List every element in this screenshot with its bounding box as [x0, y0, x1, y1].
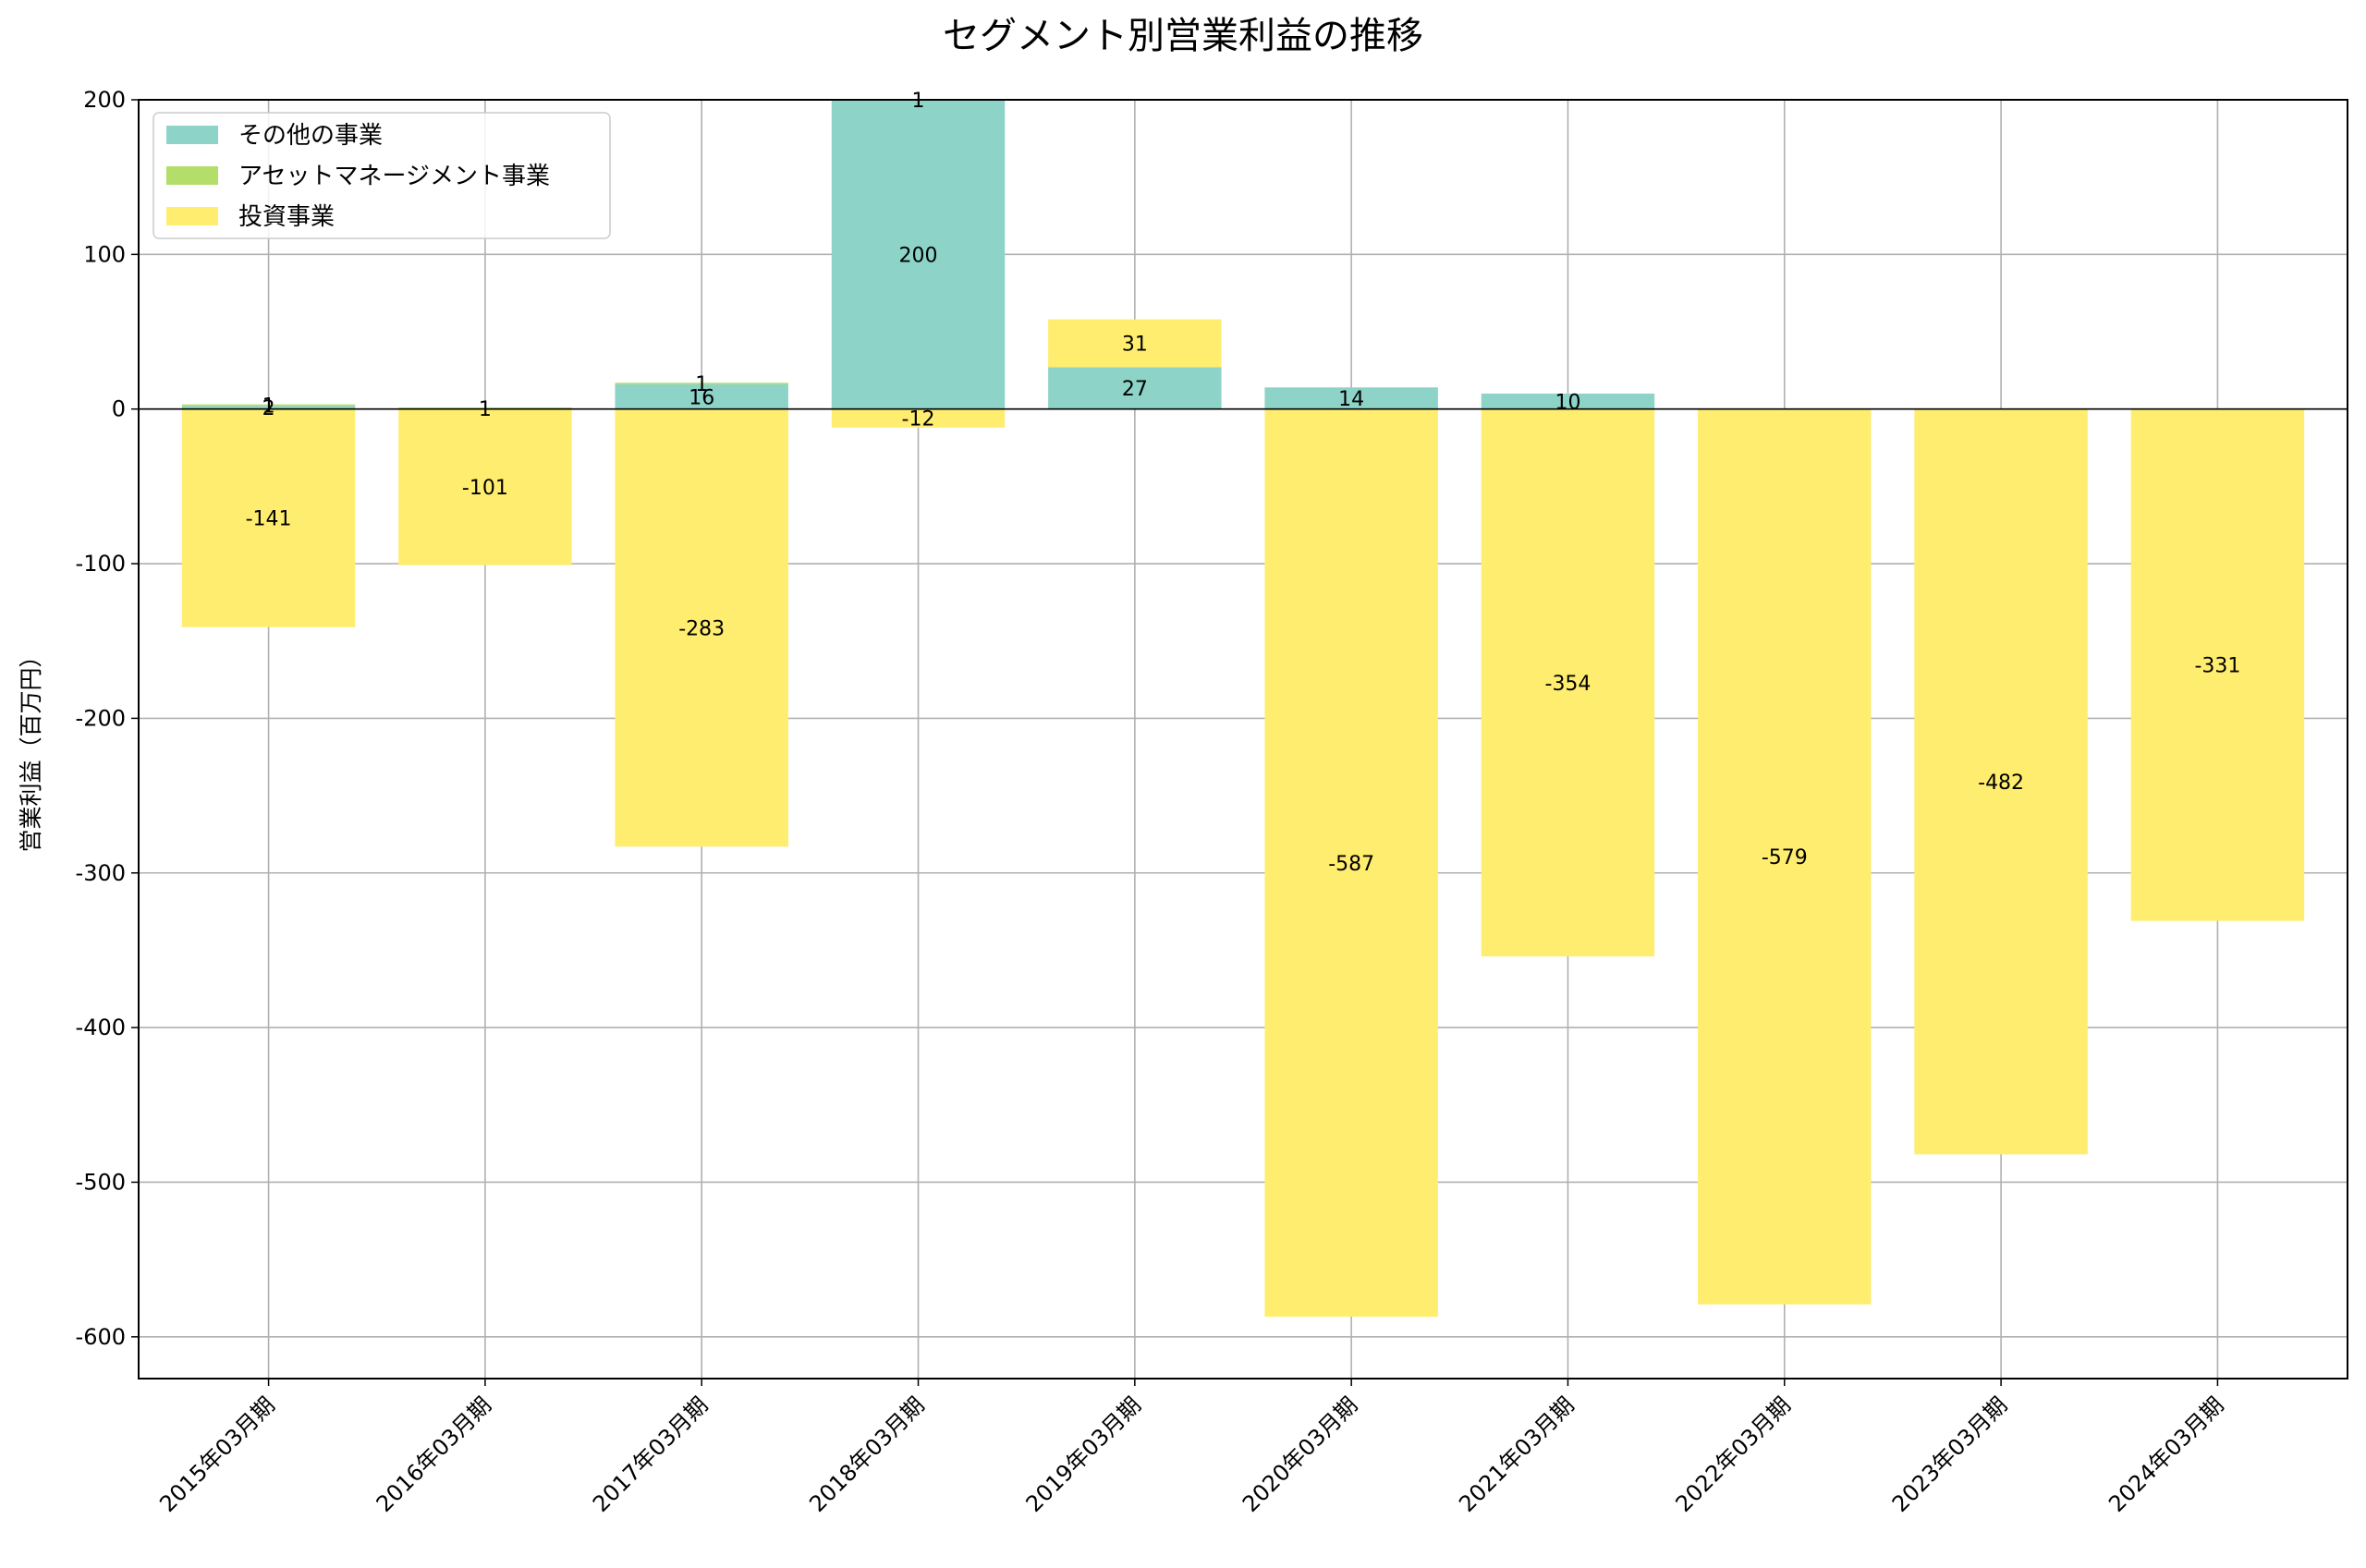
bar-labels-layer: 2 16 200 27 14 10 1 1 1 1 -141 -101 -283 -12 31 -587 -35… — [246, 90, 2241, 876]
bar-value-label: -12 — [902, 408, 935, 432]
bar-segment — [615, 383, 788, 409]
legend-label: アセットマネージメント事業 — [238, 163, 550, 190]
x-tick-label: 2020年03月期 — [1238, 1392, 1362, 1516]
legend-swatch — [166, 166, 218, 185]
bar-value-label: -482 — [1978, 772, 2024, 795]
bar-segment — [398, 408, 572, 565]
bar-segment — [831, 408, 1006, 428]
y-tick-label: 200 — [83, 87, 126, 113]
bar-segment — [1481, 408, 1655, 957]
bar-value-label: -331 — [2194, 655, 2240, 678]
bar-value-label: 31 — [1122, 334, 1148, 357]
bar-segment — [398, 407, 572, 409]
bar-segment — [181, 408, 356, 627]
bar-segment — [1698, 408, 1872, 1305]
bars-layer — [181, 100, 2305, 1318]
chart-title: セグメント別営業利益の推移 — [943, 15, 1423, 57]
bar-segment — [1048, 367, 1222, 409]
legend-swatch — [166, 126, 218, 144]
bar-value-label: -579 — [1762, 846, 1808, 869]
y-tick-label: -400 — [76, 1015, 126, 1040]
bar-segment — [1264, 387, 1438, 409]
x-tick-label: 2023年03月期 — [1887, 1392, 2012, 1516]
bar-value-label: -141 — [246, 508, 292, 531]
y-tick-label: -200 — [76, 705, 126, 731]
bar-value-label: 10 — [1555, 391, 1580, 414]
bar-segment — [1264, 408, 1438, 1318]
bar-segment — [831, 100, 1006, 409]
bar-segment — [2130, 408, 2305, 921]
legend-label: その他の事業 — [238, 122, 383, 150]
y-axis-title: 営業利益（百万円） — [18, 644, 44, 852]
bar-segment — [615, 383, 788, 384]
x-tick-label: 2022年03月期 — [1671, 1392, 1796, 1516]
bar-value-label: 14 — [1338, 388, 1364, 411]
legend-swatch — [166, 207, 218, 225]
x-tick-label: 2017年03月期 — [588, 1392, 713, 1516]
x-tick-label: 2015年03月期 — [154, 1392, 279, 1516]
y-tick-label: -600 — [76, 1324, 126, 1350]
x-tick-label: 2019年03月期 — [1021, 1392, 1146, 1516]
bar-value-label: 27 — [1122, 378, 1148, 401]
bar-segment — [181, 406, 356, 409]
y-tick-label: -100 — [76, 551, 126, 577]
x-tick-label: 2018年03月期 — [804, 1392, 929, 1516]
bar-segment — [181, 404, 356, 407]
bar-value-label: 1 — [262, 395, 275, 419]
x-tick-label: 2024年03月期 — [2104, 1392, 2228, 1516]
bar-value-label: -283 — [678, 618, 725, 641]
legend-box — [152, 112, 611, 239]
y-tick-label: -500 — [76, 1169, 126, 1195]
bar-value-label: 1 — [479, 398, 492, 421]
bar-value-label: -354 — [1545, 673, 1592, 696]
bar-value-label: 16 — [689, 386, 714, 409]
bar-value-label: 2 — [262, 397, 275, 420]
bar-value-label: -101 — [462, 477, 508, 500]
bar-segment — [1481, 393, 1655, 409]
bar-segment — [615, 408, 788, 847]
bar-segment — [1914, 408, 2088, 1155]
x-tick-label: 2016年03月期 — [372, 1392, 496, 1516]
y-tick-label: 0 — [112, 396, 126, 422]
legend-label: 投資事業 — [238, 203, 335, 231]
plot-frame — [138, 99, 2348, 1380]
x-tick-label: 2021年03月期 — [1454, 1392, 1579, 1516]
bar-value-label: 1 — [912, 90, 925, 113]
bar-value-label: 1 — [695, 373, 708, 396]
bar-value-label: 200 — [899, 244, 938, 267]
bar-value-label: -587 — [1328, 853, 1374, 876]
bar-segment — [1048, 319, 1222, 368]
y-tick-label: 100 — [83, 241, 126, 267]
y-tick-label: -300 — [76, 860, 126, 886]
